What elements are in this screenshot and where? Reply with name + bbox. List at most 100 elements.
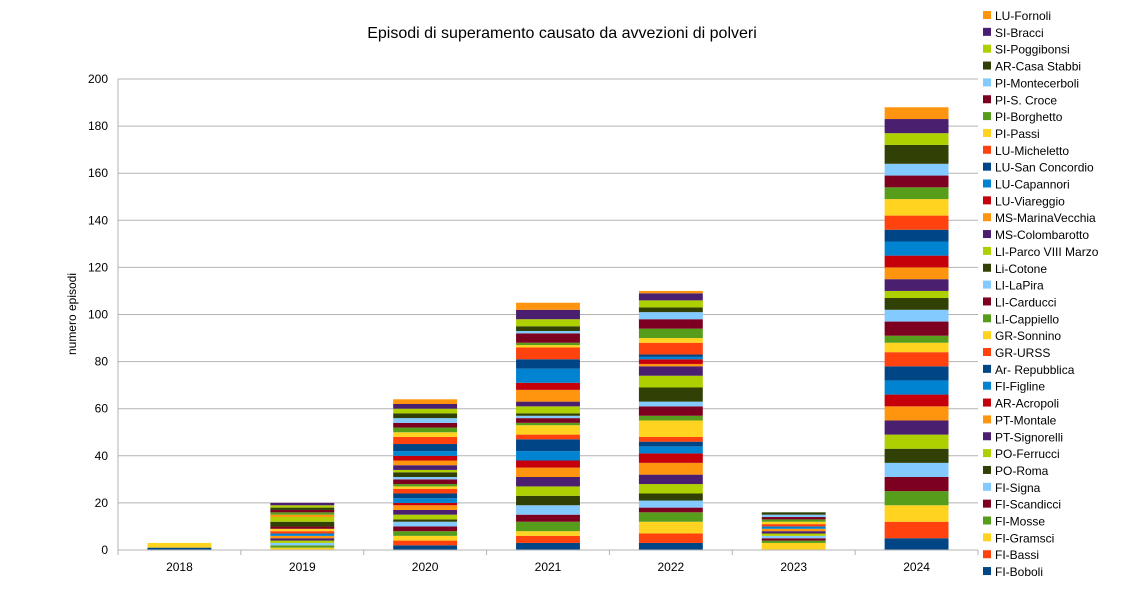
bar-segment bbox=[884, 215, 949, 230]
legend-swatch bbox=[983, 381, 991, 390]
bar-segment bbox=[884, 366, 949, 381]
legend-swatch bbox=[983, 331, 991, 340]
bar-segment bbox=[393, 531, 458, 536]
bar-segment bbox=[884, 241, 949, 256]
bar-segment bbox=[638, 500, 703, 508]
bar-segment bbox=[393, 444, 458, 452]
bar-segment bbox=[270, 542, 335, 546]
bar-segment bbox=[393, 488, 458, 494]
bar-segment bbox=[516, 401, 580, 407]
bar-segment bbox=[516, 418, 580, 423]
legend-item: AR-Casa Stabbi bbox=[983, 60, 1081, 74]
legend-label: PT-Signorelli bbox=[995, 430, 1063, 444]
legend-swatch bbox=[983, 196, 991, 205]
legend-swatch bbox=[983, 95, 991, 104]
bar-segment bbox=[516, 521, 580, 532]
bar-segment bbox=[270, 531, 335, 534]
bar-segment bbox=[393, 526, 458, 532]
bar-segment bbox=[884, 538, 949, 550]
bar-segment bbox=[638, 420, 703, 437]
chart-title: Episodi di superamento causato da avvezi… bbox=[367, 25, 757, 42]
bar-segment bbox=[393, 418, 458, 423]
bar-segment bbox=[884, 187, 949, 200]
legend-swatch bbox=[983, 128, 991, 137]
bar-segment bbox=[638, 342, 703, 355]
legend-label: LU-San Concordio bbox=[995, 161, 1094, 175]
x-tick-label: 2019 bbox=[289, 560, 316, 574]
legend: LU-Fornoli SI-Bracci SI-Poggibonsi AR-Casa … bbox=[983, 9, 1099, 579]
bar-segment bbox=[393, 535, 458, 541]
legend-label: LU-Viareggio bbox=[995, 194, 1065, 208]
legend-label: PT-Montale bbox=[995, 413, 1057, 427]
legend-item: LI-Carducci bbox=[983, 295, 1056, 309]
legend-swatch bbox=[983, 246, 991, 255]
bar-segment bbox=[884, 476, 949, 492]
bar-segment bbox=[761, 526, 826, 529]
legend-item: LU-San Concordio bbox=[983, 161, 1094, 175]
bar-segment bbox=[638, 401, 703, 407]
bar-segment bbox=[761, 524, 826, 527]
bar-segment bbox=[884, 229, 949, 242]
legend-item: PO-Roma bbox=[983, 464, 1049, 478]
legend-label: FI-Figline bbox=[995, 380, 1045, 394]
bar-segment bbox=[393, 408, 458, 414]
legend-label: LI-LaPira bbox=[995, 279, 1044, 293]
y-tick-label: 0 bbox=[101, 543, 108, 557]
bar-segment bbox=[516, 467, 580, 477]
bar-segment bbox=[638, 521, 703, 534]
bar-segment bbox=[393, 460, 458, 466]
bar-segment bbox=[393, 486, 458, 489]
bar-segment bbox=[393, 502, 458, 506]
legend-item: PI-Passi bbox=[983, 127, 1040, 141]
bar-segment bbox=[761, 531, 826, 534]
bar-segment bbox=[270, 528, 335, 532]
bar-segment bbox=[393, 451, 458, 456]
bar-segment bbox=[884, 420, 949, 435]
bar-segment bbox=[516, 505, 580, 515]
bar-segment bbox=[884, 267, 949, 280]
legend-label: MS-MarinaVecchia bbox=[995, 211, 1096, 225]
bar-segment bbox=[638, 375, 703, 388]
bar-segment bbox=[638, 533, 703, 543]
bar-segment bbox=[393, 540, 458, 546]
bar-segment bbox=[884, 133, 949, 145]
bar-segment bbox=[393, 472, 458, 477]
bar-segment bbox=[516, 415, 580, 419]
bar-segment bbox=[884, 144, 949, 164]
bar-segment bbox=[516, 342, 580, 346]
bar-segment bbox=[884, 380, 949, 395]
axes bbox=[117, 79, 979, 555]
legend-swatch bbox=[983, 27, 991, 36]
bar-segment bbox=[393, 422, 458, 428]
y-tick-label: 80 bbox=[95, 355, 109, 369]
legend-swatch bbox=[983, 162, 991, 171]
legend-label: PI-Borghetto bbox=[995, 110, 1063, 124]
legend-swatch bbox=[983, 567, 991, 576]
bar-segment bbox=[884, 175, 949, 188]
x-tick-label: 2023 bbox=[780, 560, 807, 574]
legend-item: GR-Sonnino bbox=[983, 329, 1061, 343]
bar-segment bbox=[393, 413, 458, 419]
bar-segment bbox=[638, 542, 703, 550]
bar-segment bbox=[761, 514, 826, 518]
bar-segment bbox=[638, 493, 703, 501]
legend-item: FI-Gramsci bbox=[983, 531, 1054, 545]
bar-segment bbox=[884, 406, 949, 421]
bar-segment bbox=[393, 514, 458, 520]
bar-segment bbox=[884, 119, 949, 134]
bar-segment bbox=[638, 441, 703, 447]
bar-segment bbox=[884, 255, 949, 268]
bar-segment bbox=[270, 517, 335, 522]
y-tick-labels: 0 20 40 60 80 100 120 140 160 180 200 bbox=[88, 72, 108, 557]
legend-item: LI-Cappiello bbox=[983, 312, 1059, 326]
bar-segment bbox=[884, 342, 949, 353]
legend-swatch bbox=[983, 348, 991, 356]
legend-label: PI-Montecerboli bbox=[995, 76, 1079, 90]
legend-label: GR-Sonnino bbox=[995, 329, 1061, 343]
legend-swatch bbox=[983, 145, 991, 154]
bar-segment bbox=[516, 302, 580, 310]
legend-label: FI-Mosse bbox=[995, 515, 1045, 529]
legend-item: FI-Mosse bbox=[983, 515, 1045, 529]
bars bbox=[147, 107, 949, 550]
